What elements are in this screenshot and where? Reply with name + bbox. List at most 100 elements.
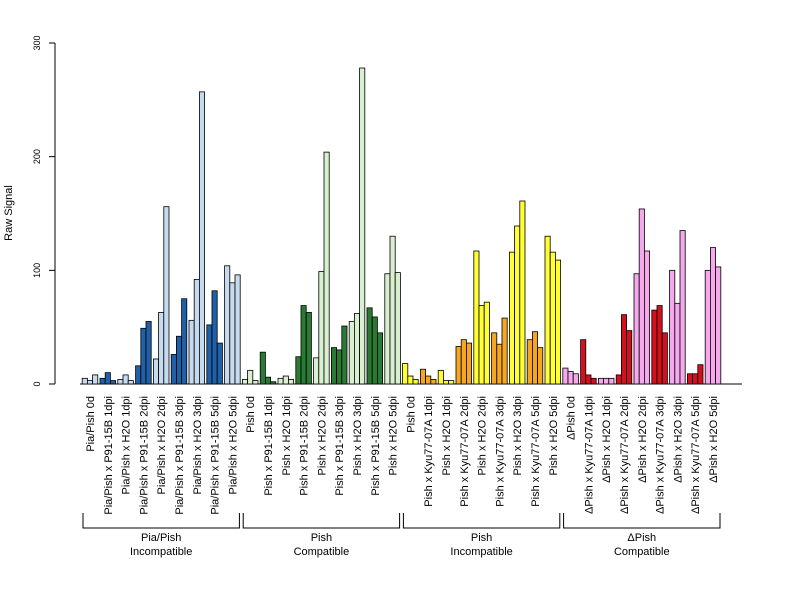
bar <box>674 302 681 385</box>
bar <box>81 377 88 385</box>
bar <box>206 324 213 385</box>
bar <box>514 225 521 385</box>
bar <box>473 250 480 385</box>
category-label: Pia/Pish x H2O 2dpi <box>156 396 168 494</box>
group-label-line1: Pish <box>471 532 492 544</box>
bar <box>412 379 419 385</box>
category-label: Pish x Kyu77-07A 3dpi <box>494 396 506 507</box>
bar <box>687 373 694 385</box>
category-label: Pia/Pish x H2O 3dpi <box>192 396 204 494</box>
group-bracket <box>402 513 561 529</box>
bar <box>152 358 159 385</box>
bar <box>366 307 373 385</box>
bar <box>122 374 129 385</box>
bar <box>532 331 539 385</box>
bar <box>704 269 711 385</box>
bar <box>252 380 259 385</box>
category-label: Pish x H2O 5dpi <box>548 396 560 475</box>
group-label-line2: Incompatible <box>130 546 192 558</box>
group-bracket <box>82 513 240 529</box>
bar <box>287 379 294 385</box>
bar <box>526 339 533 385</box>
bar <box>277 377 284 385</box>
category-label: Pish x P91-15B 1dpi <box>263 396 275 496</box>
bar <box>455 346 462 385</box>
bar <box>224 265 231 385</box>
bar <box>234 274 241 385</box>
bar <box>300 305 307 385</box>
bar <box>651 309 658 385</box>
bar <box>359 67 366 385</box>
bar <box>549 251 556 385</box>
bar <box>188 319 195 385</box>
y-tick-label: 200 <box>32 149 42 164</box>
bar <box>692 373 699 385</box>
y-tick-label: 100 <box>32 263 42 278</box>
bar <box>442 380 449 385</box>
y-axis-title: Raw Signal <box>3 185 15 241</box>
group-label-line1: Pia/Pish <box>141 532 181 544</box>
bar <box>305 311 312 385</box>
bar <box>621 314 628 385</box>
bar <box>87 380 94 385</box>
category-label: Pish x H2O 3dpi <box>512 396 524 475</box>
bar <box>198 91 205 385</box>
bar <box>460 339 467 385</box>
bar <box>117 379 124 385</box>
bar <box>104 372 111 385</box>
category-label: Pia/Pish x H2O 1dpi <box>121 396 133 494</box>
bar <box>318 271 325 385</box>
bar <box>419 368 426 385</box>
category-label: Pish x H2O 3dpi <box>352 396 364 475</box>
bar <box>598 377 605 385</box>
bar <box>615 374 622 385</box>
bar <box>661 332 668 385</box>
bar <box>170 354 177 385</box>
bar <box>229 282 236 385</box>
bar <box>430 379 437 385</box>
bar <box>376 332 383 385</box>
category-label: ΔPish x H2O 5dpi <box>708 396 720 483</box>
group-label-line2: Compatible <box>614 546 670 558</box>
bar <box>501 317 508 385</box>
group-brackets: Pia/Pish Incompatible Pish Compatible Pish In… <box>82 513 721 558</box>
group-bracket <box>563 513 721 529</box>
bar <box>389 235 396 385</box>
bar <box>282 375 289 385</box>
bar <box>491 332 498 385</box>
bar <box>336 349 343 385</box>
category-label: Pish x P91-15B 3dpi <box>334 396 346 496</box>
bar <box>407 375 414 385</box>
category-label: ΔPish x H2O 3dpi <box>672 396 684 483</box>
group-label-line1: ΔPish <box>627 532 656 544</box>
bar <box>425 375 432 385</box>
bar <box>608 377 615 385</box>
category-label: ΔPish x Kyu77-07A 2dpi <box>619 396 631 514</box>
category-label: Pish x H2O 2dpi <box>316 396 328 475</box>
group-label-line2: Compatible <box>294 546 350 558</box>
bar <box>603 377 610 385</box>
bar <box>99 377 106 385</box>
bar <box>580 339 587 385</box>
category-label: Pish x H2O 1dpi <box>441 396 453 475</box>
category-label: Pia/Pish 0d <box>85 396 97 452</box>
bar <box>323 151 330 385</box>
bar <box>585 374 592 385</box>
category-label: Pia/Pish x P91-15B 2dpi <box>138 396 150 515</box>
bar <box>394 272 401 385</box>
category-label: Pish x H2O 2dpi <box>477 396 489 475</box>
category-label: ΔPish x Kyu77-07A 3dpi <box>655 396 667 514</box>
bar <box>448 380 455 385</box>
category-label: Pia/Pish x P91-15B 1dpi <box>103 396 115 515</box>
bar <box>496 343 503 385</box>
bar <box>715 266 722 385</box>
bar <box>508 251 515 385</box>
bar <box>241 379 248 385</box>
bars-layer <box>81 67 722 385</box>
bar <box>590 377 597 385</box>
group-label-line2: Incompatible <box>450 546 512 558</box>
category-label: Pish 0d <box>405 396 417 433</box>
bar <box>135 365 142 385</box>
bar <box>384 273 391 385</box>
